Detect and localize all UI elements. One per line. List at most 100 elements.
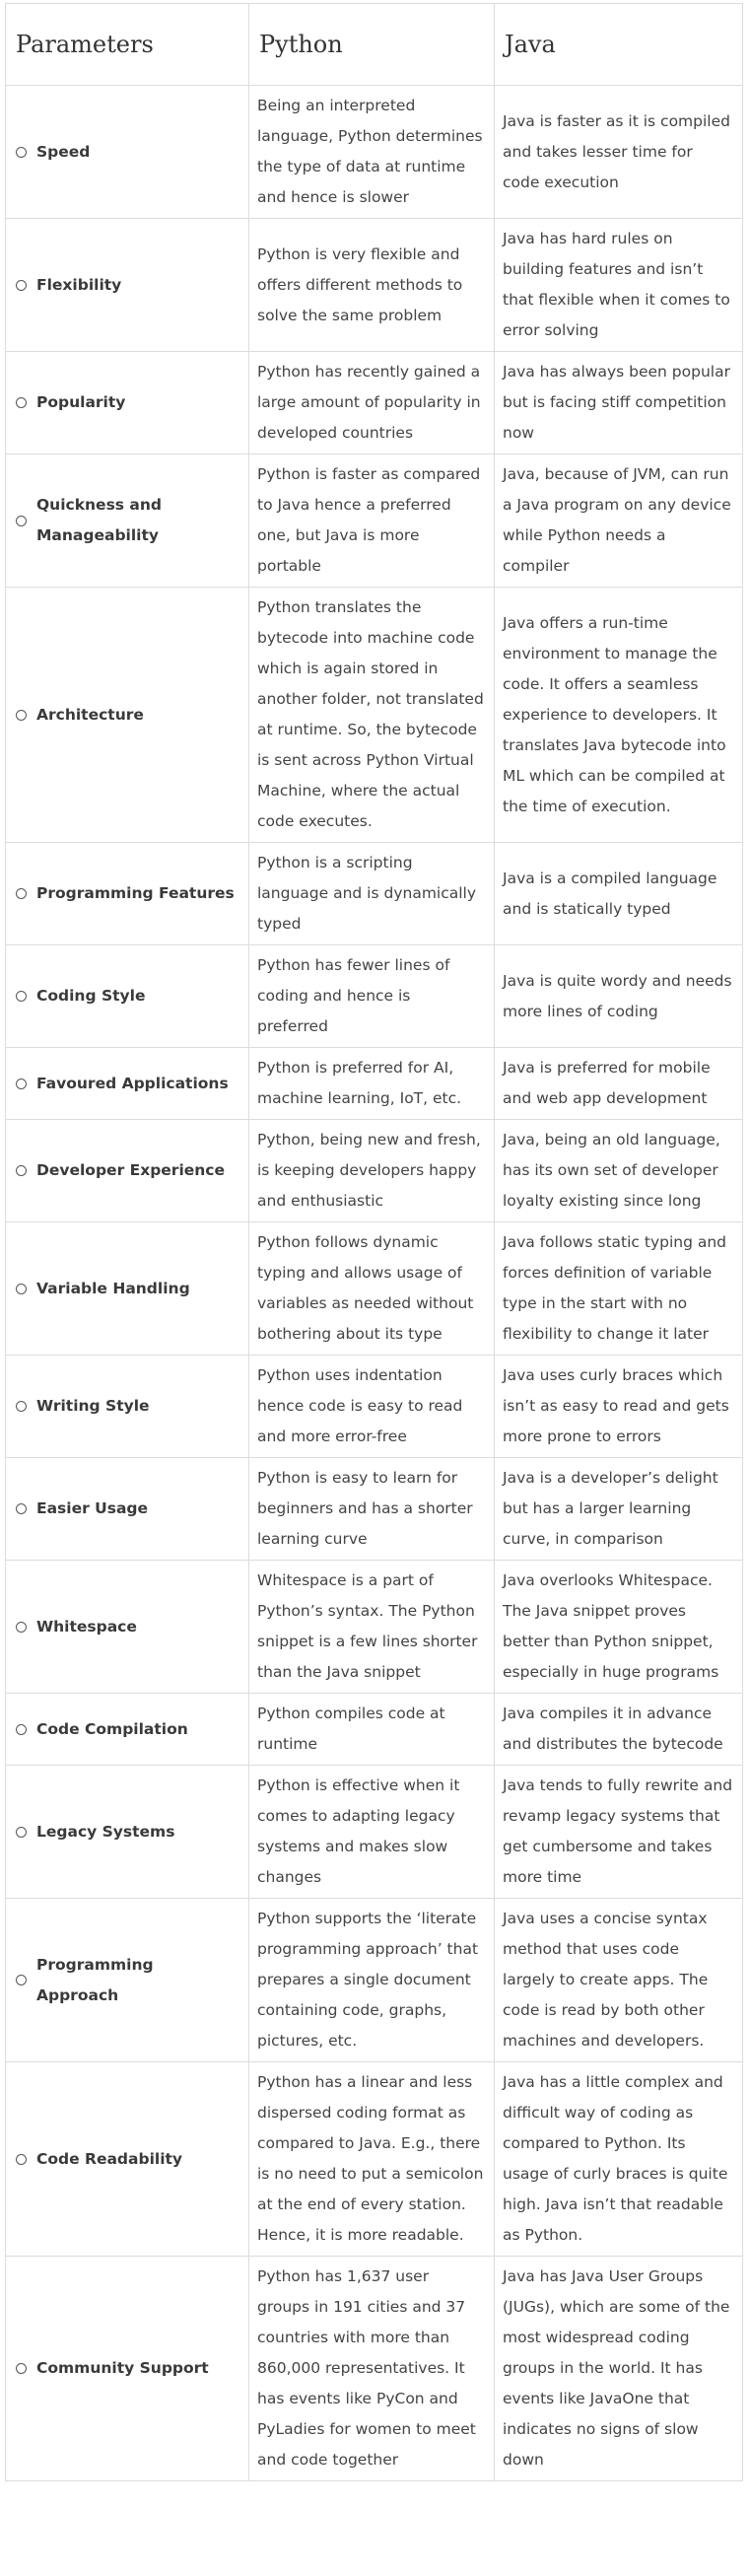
parameter-cell: Programming Approach xyxy=(5,1898,249,2062)
java-cell: Java has hard rules on building features… xyxy=(494,218,743,352)
circle-bullet-icon xyxy=(16,1401,27,1412)
python-cell: Python supports the ‘literate programmin… xyxy=(248,1898,495,2062)
comparison-table: Parameters Python Java Speed Being an int… xyxy=(5,3,743,2481)
java-cell: Java compiles it in advance and distribu… xyxy=(494,1693,743,1766)
parameter-cell: Variable Handling xyxy=(5,1221,249,1356)
table-row: Writing Style Python uses indentation hen… xyxy=(5,1355,743,1458)
circle-bullet-icon xyxy=(16,279,27,291)
parameter-cell: Quickness and Manageability xyxy=(5,453,249,588)
java-cell: Java has always been popular but is faci… xyxy=(494,351,743,454)
circle-bullet-icon xyxy=(16,709,27,721)
parameter-label: Variable Handling xyxy=(36,1279,190,1297)
parameter-cell: Writing Style xyxy=(5,1355,249,1458)
java-cell: Java offers a run-time environment to ma… xyxy=(494,587,743,843)
table-row: Programming Approach Python supports the … xyxy=(5,1898,743,2062)
table-row: Programming Features Python is a scriptin… xyxy=(5,842,743,945)
python-cell: Python has a linear and less dispersed c… xyxy=(248,2061,495,2257)
circle-bullet-icon xyxy=(16,1503,27,1514)
circle-bullet-icon xyxy=(16,1283,27,1294)
parameter-label: Easier Usage xyxy=(36,1499,149,1517)
circle-bullet-icon xyxy=(16,1165,27,1176)
circle-bullet-icon xyxy=(16,146,27,158)
java-cell: Java is preferred for mobile and web app… xyxy=(494,1047,743,1120)
table-row: Easier Usage Python is easy to learn for … xyxy=(5,1457,743,1561)
header-parameters: Parameters xyxy=(5,3,249,86)
java-cell: Java tends to fully rewrite and revamp l… xyxy=(494,1765,743,1899)
parameter-label: Speed xyxy=(36,142,91,161)
parameter-cell: Flexibility xyxy=(5,218,249,352)
header-java: Java xyxy=(494,3,743,86)
parameter-label: Writing Style xyxy=(36,1397,150,1415)
python-cell: Python compiles code at runtime xyxy=(248,1693,495,1766)
parameter-cell: Developer Experience xyxy=(5,1119,249,1222)
circle-bullet-icon xyxy=(16,1826,27,1838)
parameter-cell: Popularity xyxy=(5,351,249,454)
table-row: Variable Handling Python follows dynamic … xyxy=(5,1221,743,1356)
parameter-label: Code Readability xyxy=(36,2149,183,2168)
parameter-cell: Speed xyxy=(5,85,249,219)
table-row: Legacy Systems Python is effective when i… xyxy=(5,1765,743,1899)
table-row: Popularity Python has recently gained a l… xyxy=(5,351,743,454)
parameter-cell: Whitespace xyxy=(5,1560,249,1694)
parameter-label: Flexibility xyxy=(36,275,122,294)
parameter-cell: Favoured Applications xyxy=(5,1047,249,1120)
python-cell: Python, being new and fresh, is keeping … xyxy=(248,1119,495,1222)
parameter-label: Whitespace xyxy=(36,1617,137,1636)
parameter-label: Legacy Systems xyxy=(36,1822,175,1841)
table-row: Code Readability Python has a linear and … xyxy=(5,2061,743,2257)
java-cell: Java uses a concise syntax method that u… xyxy=(494,1898,743,2062)
java-cell: Java is faster as it is compiled and tak… xyxy=(494,85,743,219)
table-row: Quickness and Manageability Python is fas… xyxy=(5,453,743,588)
circle-bullet-icon xyxy=(16,888,27,899)
python-cell: Python has fewer lines of coding and hen… xyxy=(248,944,495,1048)
parameter-cell: Programming Features xyxy=(5,842,249,945)
table-row: Community Support Python has 1,637 user g… xyxy=(5,2256,743,2481)
circle-bullet-icon xyxy=(16,991,27,1002)
java-cell: Java, being an old language, has its own… xyxy=(494,1119,743,1222)
table-row: Flexibility Python is very flexible and o… xyxy=(5,218,743,352)
python-cell: Python has 1,637 user groups in 191 citi… xyxy=(248,2256,495,2481)
java-cell: Java, because of JVM, can run a Java pro… xyxy=(494,453,743,588)
python-cell: Python is very flexible and offers diffe… xyxy=(248,218,495,352)
circle-bullet-icon xyxy=(16,1621,27,1633)
python-cell: Python uses indentation hence code is ea… xyxy=(248,1355,495,1458)
table-header-row: Parameters Python Java xyxy=(5,3,743,86)
python-cell: Python translates the bytecode into mach… xyxy=(248,587,495,843)
circle-bullet-icon xyxy=(16,1975,27,1985)
python-cell: Python is preferred for AI, machine lear… xyxy=(248,1047,495,1120)
java-cell: Java is quite wordy and needs more lines… xyxy=(494,944,743,1048)
java-cell: Java overlooks Whitespace. The Java snip… xyxy=(494,1560,743,1694)
parameter-label: Architecture xyxy=(36,705,144,724)
parameter-cell: Easier Usage xyxy=(5,1457,249,1561)
java-cell: Java is a developer’s delight but has a … xyxy=(494,1457,743,1561)
parameter-cell: Coding Style xyxy=(5,944,249,1048)
header-python: Python xyxy=(248,3,495,86)
parameter-label: Popularity xyxy=(36,393,126,411)
parameter-label: Coding Style xyxy=(36,987,146,1005)
python-cell: Being an interpreted language, Python de… xyxy=(248,85,495,219)
table-row: Speed Being an interpreted language, Pyth… xyxy=(5,85,743,219)
java-cell: Java follows static typing and forces de… xyxy=(494,1221,743,1356)
circle-bullet-icon xyxy=(16,515,27,526)
python-cell: Python follows dynamic typing and allows… xyxy=(248,1221,495,1356)
parameter-label: Programming Approach xyxy=(36,1955,154,2004)
parameter-label: Community Support xyxy=(36,2359,209,2377)
parameter-label: Programming Features xyxy=(36,884,235,902)
table-row: Code Compilation Python compiles code at … xyxy=(5,1693,743,1766)
python-cell: Python has recently gained a large amoun… xyxy=(248,351,495,454)
circle-bullet-icon xyxy=(16,397,27,408)
parameter-label: Favoured Applications xyxy=(36,1074,229,1092)
python-cell: Python is faster as compared to Java hen… xyxy=(248,453,495,588)
java-cell: Java uses curly braces which isn’t as ea… xyxy=(494,1355,743,1458)
circle-bullet-icon xyxy=(16,2153,27,2165)
table-row: Developer Experience Python, being new an… xyxy=(5,1119,743,1222)
parameter-label: Quickness and Manageability xyxy=(36,496,163,544)
java-cell: Java has a little complex and difficult … xyxy=(494,2061,743,2257)
parameter-label: Developer Experience xyxy=(36,1161,226,1179)
circle-bullet-icon xyxy=(16,1723,27,1735)
java-cell: Java is a compiled language and is stati… xyxy=(494,842,743,945)
parameter-cell: Legacy Systems xyxy=(5,1765,249,1899)
circle-bullet-icon xyxy=(16,2363,27,2374)
python-cell: Python is easy to learn for beginners an… xyxy=(248,1457,495,1561)
java-cell: Java has Java User Groups (JUGs), which … xyxy=(494,2256,743,2481)
